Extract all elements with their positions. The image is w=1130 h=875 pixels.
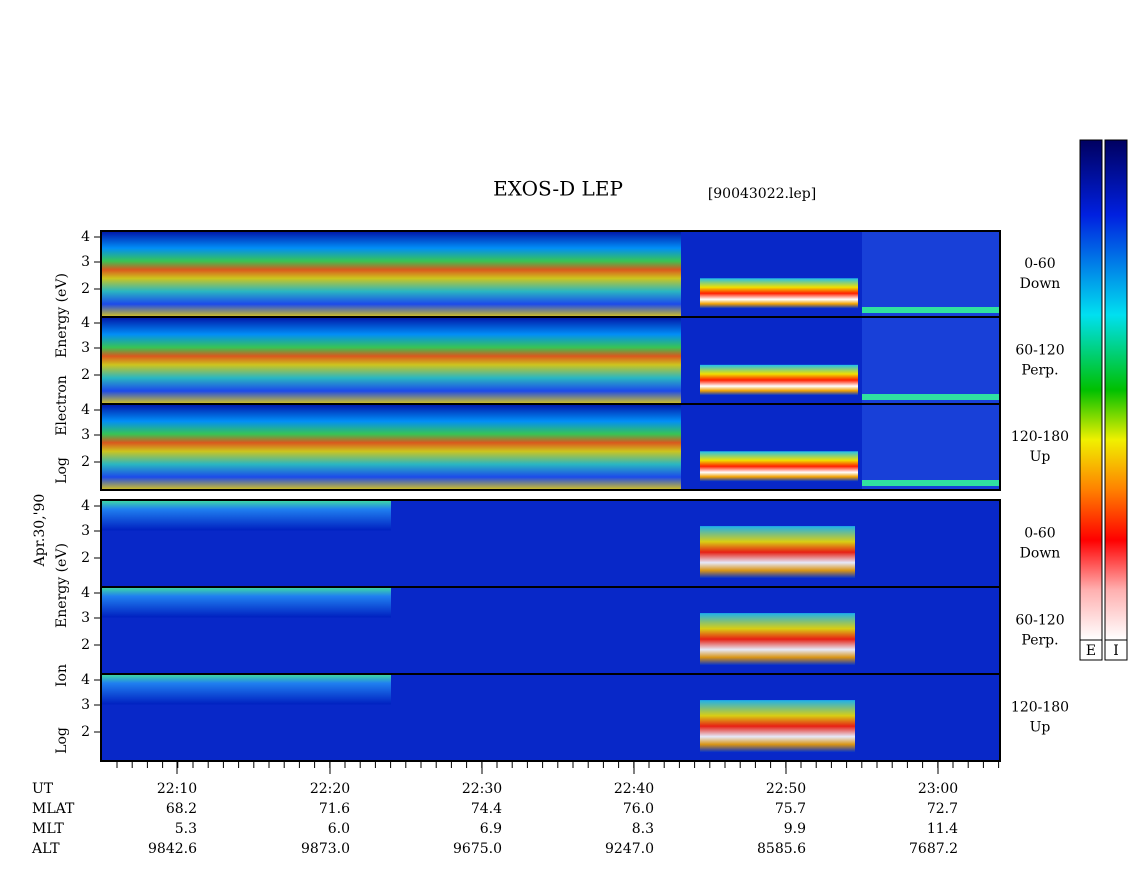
row-value: 68.2 (166, 801, 197, 817)
row-value: 9.9 (784, 821, 806, 837)
panel-label: 120-180 (1011, 429, 1069, 445)
colorbar-label: I (1113, 643, 1119, 659)
axis-label: Energy (eV) (54, 273, 70, 358)
spectrogram (862, 231, 1000, 317)
panel-label: 60-120 (1015, 343, 1064, 359)
y-tick-label: 3 (81, 697, 90, 713)
y-tick-label: 2 (81, 637, 90, 653)
spectrogram (700, 700, 855, 753)
y-tick-label: 2 (81, 550, 90, 566)
spectrogram (700, 613, 855, 666)
row-value: 6.0 (328, 821, 350, 837)
row-value: 7687.2 (909, 841, 958, 857)
spectrogram (700, 526, 855, 579)
row-value: 5.3 (175, 821, 197, 837)
row-value: 23:00 (918, 781, 958, 797)
colorbar (1079, 139, 1103, 641)
panel-label: Perp. (1021, 363, 1058, 379)
panel-label: 60-120 (1015, 613, 1064, 629)
spectrogram (862, 404, 1000, 490)
colorbar-box (1104, 639, 1128, 661)
row-value: 9675.0 (453, 841, 502, 857)
row-value: 8585.6 (757, 841, 806, 857)
panel-label: Perp. (1021, 633, 1058, 649)
spectrogram (101, 674, 391, 705)
colorbar-box (1079, 639, 1103, 661)
y-tick-label: 3 (81, 523, 90, 539)
y-tick-label: 4 (81, 315, 90, 331)
row-value: 9842.6 (148, 841, 197, 857)
y-tick-label: 2 (81, 454, 90, 470)
row-value: 9873.0 (301, 841, 350, 857)
y-tick-label: 4 (81, 229, 90, 245)
spectrogram (700, 364, 858, 396)
row-value: 72.7 (927, 801, 958, 817)
panel-label: 0-60 (1024, 256, 1055, 272)
y-tick-label: 4 (81, 585, 90, 601)
y-tick-label: 2 (81, 281, 90, 297)
row-value: 71.6 (319, 801, 350, 817)
y-tick-label: 4 (81, 672, 90, 688)
row-value: 9247.0 (605, 841, 654, 857)
spectrogram (700, 278, 858, 309)
row-name: ALT (31, 841, 60, 857)
spectrogram (101, 500, 391, 531)
panel-frame (100, 403, 1001, 491)
spectrogram (862, 394, 1000, 400)
axis-label: Ion (54, 664, 70, 687)
row-value: 75.7 (775, 801, 806, 817)
date: Apr.30,'90 (32, 494, 48, 568)
colorbar-label: E (1086, 643, 1096, 659)
row-value: 22:50 (766, 781, 806, 797)
row-name: MLAT (32, 801, 75, 817)
row-value: 74.4 (471, 801, 502, 817)
row-value: 76.0 (623, 801, 654, 817)
spectrogram (101, 231, 681, 317)
row-name: MLT (32, 821, 64, 837)
row-value: 6.9 (480, 821, 502, 837)
y-tick-label: 3 (81, 340, 90, 356)
row-value: 8.3 (632, 821, 654, 837)
axis-label: Electron (54, 375, 70, 436)
spectrogram (700, 451, 858, 482)
row-value: 22:30 (462, 781, 502, 797)
y-tick-label: 3 (81, 610, 90, 626)
spectrogram (101, 317, 681, 404)
axis-label: Log (54, 457, 70, 484)
row-value: 22:40 (614, 781, 654, 797)
panel-label: 120-180 (1011, 700, 1069, 716)
spectrogram (862, 317, 1000, 404)
panel-label: 0-60 (1024, 526, 1055, 542)
y-tick-label: 4 (81, 498, 90, 514)
row-value: 22:20 (310, 781, 350, 797)
file-name: [90043022.lep] (708, 186, 816, 202)
spectrogram (862, 307, 1000, 313)
colorbar (1104, 139, 1128, 641)
panel-label: Down (1020, 276, 1061, 292)
y-tick-label: 4 (81, 402, 90, 418)
spectrogram (101, 404, 681, 490)
y-tick-label: 2 (81, 367, 90, 383)
spectrogram (101, 587, 391, 618)
panel-label: Up (1030, 449, 1051, 465)
panel-label: Down (1020, 546, 1061, 562)
title: EXOS-D LEP (493, 177, 623, 201)
row-value: 11.4 (927, 821, 958, 837)
axis-label: Log (54, 727, 70, 754)
axis-label: Energy (eV) (54, 543, 70, 628)
row-value: 22:10 (157, 781, 197, 797)
y-tick-label: 3 (81, 427, 90, 443)
y-tick-label: 2 (81, 724, 90, 740)
spectrogram (862, 480, 1000, 486)
panel-label: Up (1030, 720, 1051, 736)
y-tick-label: 3 (81, 254, 90, 270)
row-name: UT (32, 781, 54, 797)
